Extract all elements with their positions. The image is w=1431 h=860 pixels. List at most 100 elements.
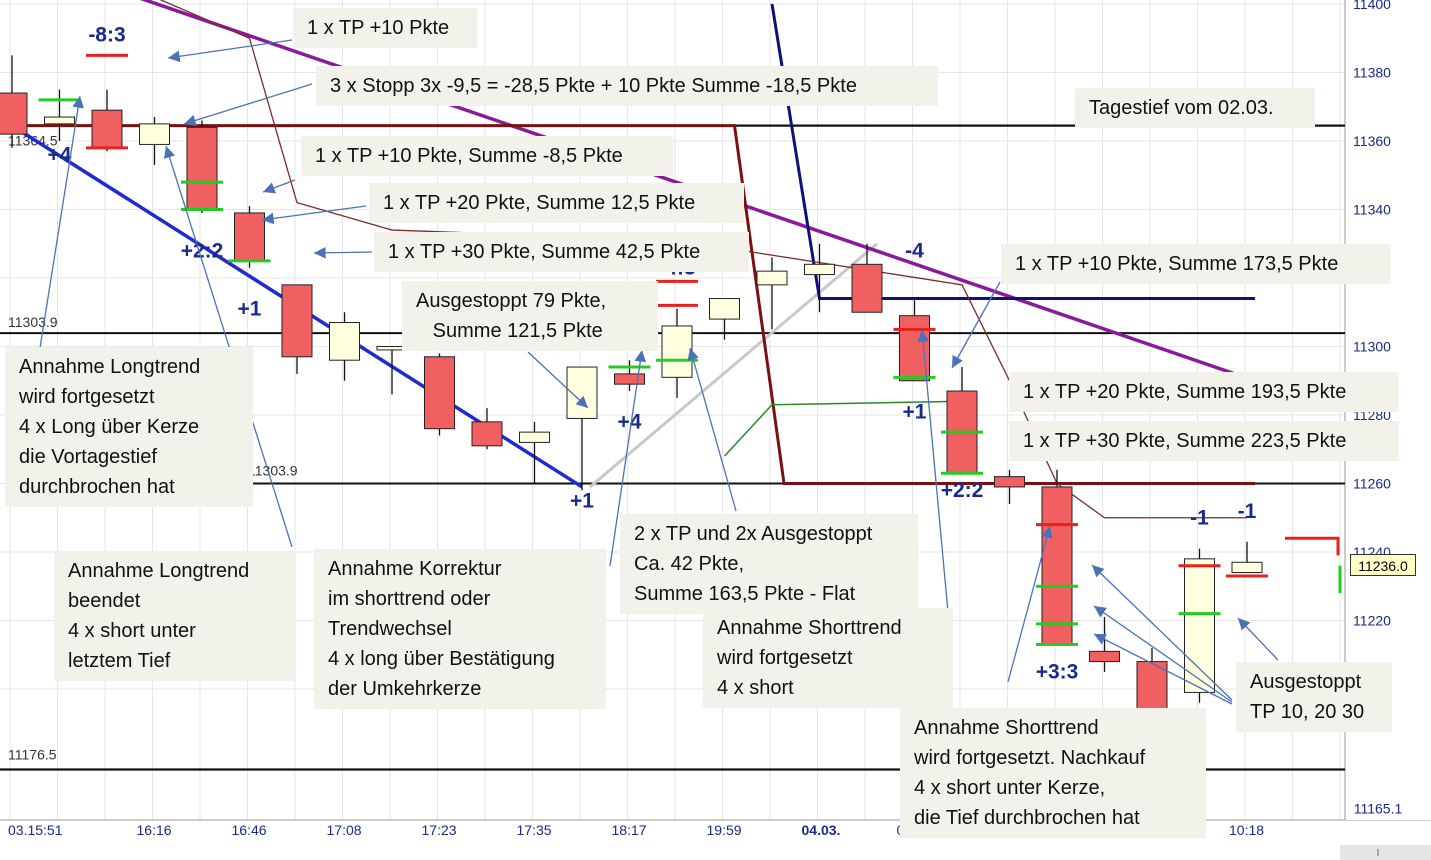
- annotation-arrow: [313, 246, 373, 259]
- grey-trendline: [589, 242, 878, 489]
- candle-body: [994, 476, 1025, 488]
- candle-body: [661, 325, 693, 378]
- annotation-shorttrend-fortgesetzt: Annahme Shorttrend wird fortgesetzt 4 x …: [703, 608, 953, 708]
- candle-body: [851, 263, 883, 313]
- target-stop-marks: [38, 53, 1268, 646]
- position-counter: +4: [48, 144, 72, 167]
- y-tick-label: 11360: [1353, 133, 1391, 149]
- annotation-arrow: [262, 179, 296, 194]
- annotation-arrow: [183, 83, 313, 127]
- annotation-arrow: [527, 351, 589, 409]
- y-tick-label: 11220: [1353, 613, 1391, 629]
- candle-body: [804, 263, 835, 276]
- x-tick-label: 04.03.: [802, 822, 841, 838]
- x-tick-label: 17:08: [327, 822, 362, 838]
- level-label: 11303.9: [248, 463, 298, 479]
- annotation-2xtp: 2 x TP und 2x Ausgestoppt Ca. 42 Pkte, S…: [620, 514, 918, 614]
- annotation-arrow: [167, 39, 293, 63]
- position-counter: -4: [905, 239, 924, 262]
- candle-body: [471, 421, 503, 447]
- annotation-tp10-sum: 1 x TP +10 Pkte, Summe -8,5 Pkte: [301, 136, 673, 176]
- annotation-arrow: [687, 347, 737, 512]
- candle-body: [614, 373, 645, 385]
- x-tick-label: 16:46: [232, 822, 267, 838]
- y-tick-label: 11260: [1353, 476, 1391, 492]
- position-counter: +1: [903, 400, 927, 423]
- annotation-ausgestoppt-79: Ausgestoppt 79 Pkte, Summe 121,5 Pkte: [402, 281, 658, 351]
- candle-body: [1136, 661, 1168, 714]
- position-counter: +3:3: [1036, 661, 1079, 684]
- annotation-shorttrend-nachkauf: Annahme Shorttrend wird fortgesetzt. Nac…: [900, 708, 1206, 838]
- position-counter: +2:2: [181, 239, 224, 262]
- last-price-badge: 11236.0: [1350, 554, 1416, 576]
- annotation-arrow: [39, 95, 84, 349]
- annotation-arrow: [951, 281, 1001, 369]
- x-tick-label: 10:18: [1229, 822, 1264, 838]
- candle-body: [709, 298, 740, 320]
- green-thin-line: [723, 400, 963, 457]
- annotation-ausgestoppt-tp: Ausgestoppt TP 10, 20 30: [1236, 662, 1392, 732]
- scrollbar: [1340, 845, 1431, 860]
- candle-body: [234, 212, 265, 262]
- candle-body: [899, 315, 930, 382]
- annotation-tp20-sum: 1 x TP +20 Pkte, Summe 12,5 Pkte: [369, 183, 744, 223]
- annotation-arrow: [917, 329, 949, 613]
- candle-body: [139, 123, 170, 145]
- x-tick-label: 19:59: [707, 822, 742, 838]
- y-bottom-label: 11165.1: [1354, 801, 1403, 817]
- y-tick-label: 11340: [1353, 202, 1391, 218]
- y-tick-label: 11380: [1353, 65, 1391, 81]
- position-counter: -8:3: [88, 24, 125, 47]
- y-tick-label: 11400: [1353, 0, 1391, 12]
- candle-body: [424, 356, 455, 430]
- position-counter: +4: [618, 411, 642, 434]
- annotation-arrows: [39, 39, 1279, 705]
- candle-body: [44, 116, 75, 125]
- annotation-tp20-193: 1 x TP +20 Pkte, Summe 193,5 Pkte: [1009, 372, 1399, 412]
- x-tick-label: 03.15:51: [8, 822, 63, 838]
- annotation-arrow: [1007, 525, 1053, 683]
- candles: [0, 55, 1263, 717]
- candle-body: [91, 109, 123, 149]
- annotation-tagestief: Tagestief vom 02.03.: [1075, 88, 1315, 128]
- annotation-stop: 3 x Stopp 3x -9,5 = -28,5 Pkte + 10 Pkte…: [316, 66, 938, 106]
- candle-body: [1231, 561, 1263, 574]
- candle-body: [186, 126, 218, 210]
- annotation-tp30-223: 1 x TP +30 Pkte, Summe 223,5 Pkte: [1009, 421, 1399, 461]
- position-counter: -1: [1238, 500, 1257, 523]
- level-label: 11303.9: [8, 314, 58, 330]
- candle-body: [1041, 486, 1073, 645]
- annotation-longtrend-beendet: Annahme Longtrend beendet 4 x short unte…: [54, 551, 296, 681]
- current-stop-mark: [1285, 536, 1340, 556]
- position-counter: +2:2: [941, 479, 984, 502]
- annotation-arrow: [1237, 617, 1279, 661]
- candle-body: [329, 322, 360, 361]
- position-counter: +1: [570, 489, 594, 512]
- candle-body: [1089, 650, 1120, 663]
- level-label: 11176.5: [8, 746, 57, 762]
- annotation-tp30-sum: 1 x TP +30 Pkte, Summe 42,5 Pkte: [374, 232, 749, 272]
- candle-body: [519, 431, 550, 443]
- x-tick-label: 17:35: [517, 822, 552, 838]
- annotation-arrow: [1093, 633, 1233, 705]
- x-tick-label: 18:17: [612, 822, 647, 838]
- annotation-tp10-173: 1 x TP +10 Pkte, Summe 173,5 Pkte: [1001, 244, 1391, 284]
- y-tick-label: 11300: [1353, 339, 1391, 355]
- annotation-tp10-first: 1 x TP +10 Pkte: [293, 8, 477, 48]
- annotation-longtrend-fortgesetzt: Annahme Longtrend wird fortgesetzt 4 x L…: [5, 347, 253, 507]
- position-counter: -1: [1190, 507, 1209, 530]
- x-tick-label: 17:23: [422, 822, 457, 838]
- annotation-arrow: [609, 349, 647, 567]
- position-counters: -8:3+4+2:2+1+1+4-4:3-4+1+2:2+3:34:2-1-1: [48, 24, 1257, 749]
- annotation-arrow: [1093, 605, 1233, 703]
- candle-body: [756, 270, 788, 286]
- annotation-arrow: [1091, 564, 1233, 701]
- position-counter: +1: [238, 298, 262, 321]
- annotation-korrektur: Annahme Korrektur im shorttrend oder Tre…: [314, 549, 606, 709]
- x-axis: 03.15:51 16:16 16:46 17:08 17:23 17:35 18:17 19…: [0, 821, 1431, 860]
- x-tick-label: 16:16: [137, 822, 172, 838]
- candle-body: [281, 284, 313, 358]
- candle-body: [1184, 558, 1215, 693]
- annotation-arrow: [261, 205, 367, 225]
